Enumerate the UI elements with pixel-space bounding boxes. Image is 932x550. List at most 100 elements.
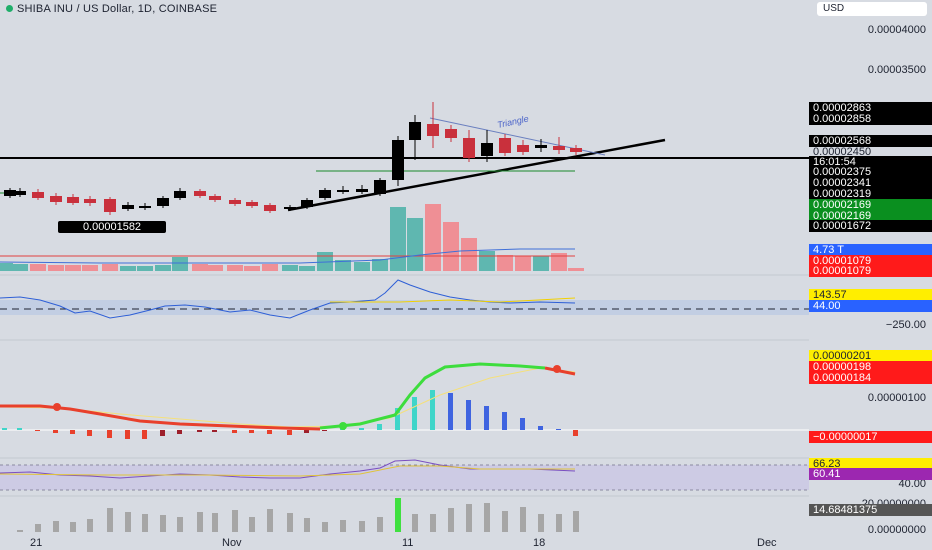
macd-label: 0.00000201: [809, 350, 932, 362]
bottom-hist-bar: [197, 512, 203, 532]
triangle-label: Triangle: [496, 114, 529, 130]
rsi-label: 60.41: [809, 468, 932, 480]
macd-histogram: [2, 390, 578, 439]
candle-up[interactable]: [392, 136, 404, 186]
macd-hist-bar: [107, 430, 112, 438]
volume-bar: [244, 266, 260, 271]
candle-down[interactable]: [463, 130, 475, 162]
candle-down[interactable]: [445, 125, 457, 142]
candle-up[interactable]: [4, 188, 16, 198]
volume-bar: [551, 253, 567, 271]
candle-down[interactable]: [104, 197, 116, 215]
macd-hist-bar: [53, 430, 58, 433]
candle-up[interactable]: [157, 196, 169, 208]
macd-hist-bar: [573, 430, 578, 436]
candle-down[interactable]: [570, 145, 582, 155]
candle-up[interactable]: [284, 205, 296, 211]
bottom-hist-bar: [267, 509, 273, 532]
candle-up[interactable]: [14, 188, 26, 197]
candle-down[interactable]: [50, 193, 62, 205]
price-scale[interactable]: 0.000040000.000035000.000024500.00001500…: [809, 0, 932, 550]
macd-hist-bar: [484, 406, 489, 430]
candle-up[interactable]: [374, 178, 386, 196]
macd-hist-bar: [448, 393, 453, 430]
candle-down[interactable]: [209, 194, 221, 202]
volume-bar: [120, 266, 136, 271]
symbol-title[interactable]: SHIBA INU / US Dollar, 1D, COINBASE: [6, 3, 217, 15]
candle-down[interactable]: [427, 102, 439, 148]
candle-up[interactable]: [481, 130, 493, 162]
bottom-hist-bar: [70, 522, 76, 532]
candle-up[interactable]: [174, 188, 186, 200]
candle-down[interactable]: [194, 189, 206, 198]
volume-bar: [515, 256, 531, 271]
candle-up[interactable]: [139, 203, 151, 210]
price-label: 16:01:54: [809, 156, 932, 168]
bottom-hist-bar: [232, 510, 238, 532]
volume-label: 4.73 T: [809, 244, 932, 256]
time-label: Dec: [757, 537, 777, 549]
volume-group: [0, 204, 584, 271]
time-label: Nov: [222, 537, 242, 549]
candle-down[interactable]: [246, 200, 258, 208]
price-label: 0.00002858: [809, 113, 932, 125]
volume-bar: [207, 265, 223, 271]
candle-up[interactable]: [337, 186, 349, 194]
macd-hist-bar: [87, 430, 92, 436]
rsi-ma-line: [0, 465, 575, 477]
bottom-hist-bar: [377, 517, 383, 532]
candle-up[interactable]: [122, 202, 134, 211]
price-tick: 0.00003500: [867, 64, 926, 76]
candle-up[interactable]: [319, 188, 331, 200]
candle-up[interactable]: [356, 185, 368, 194]
bottom-hist-bar: [484, 503, 490, 532]
volume-bar: [172, 257, 188, 271]
macd-signal-line: [0, 367, 576, 428]
cci-band: [0, 300, 809, 315]
bottom-hist-bar: [177, 517, 183, 532]
volume-bar: [497, 255, 513, 271]
candle-down[interactable]: [517, 140, 529, 155]
rsi-label: 66.23: [809, 458, 932, 470]
cci-signal: [330, 297, 576, 303]
volume-label: 0.00001079: [809, 255, 932, 267]
price-tick: −250.00: [885, 319, 926, 331]
candle-down[interactable]: [499, 134, 511, 156]
candle-up[interactable]: [301, 198, 313, 209]
volume-ma-blue: [0, 248, 575, 264]
bottom-hist-bar: [53, 521, 59, 532]
candle-down[interactable]: [264, 203, 276, 213]
macd-hist-bar: [466, 400, 471, 430]
volume-bar: [299, 266, 315, 271]
macd-hist-bar: [267, 430, 272, 434]
candle-down[interactable]: [229, 198, 241, 206]
volume-bar: [533, 256, 549, 271]
bottom-hist-bar: [304, 518, 310, 532]
price-label: 0.00002169: [809, 199, 932, 211]
candle-down[interactable]: [84, 196, 96, 206]
trend-line-rising[interactable]: [287, 138, 666, 212]
macd-hist-bar: [232, 430, 237, 433]
low-price-label: 0.00001582: [58, 221, 166, 233]
macd-hist-bar: [125, 430, 130, 439]
volume-bar: [155, 265, 171, 271]
macd-hist-bar: [377, 424, 382, 430]
volume-bar: [372, 259, 388, 271]
candle-down[interactable]: [32, 189, 44, 200]
candle-up[interactable]: [409, 115, 421, 160]
macd-label: −0.00000017: [809, 431, 932, 443]
volume-bar: [390, 207, 406, 271]
price-label: 0.00001672: [809, 220, 932, 232]
volume-bar: [461, 238, 477, 271]
candle-up[interactable]: [535, 139, 547, 152]
macd-hist-bar: [142, 430, 147, 439]
volume-bar: [568, 268, 584, 271]
macd-label: 0.00000198: [809, 361, 932, 373]
price-label: 0.00002450: [813, 146, 872, 158]
bottom-hist-bar: [249, 517, 255, 532]
bottom-hist-bar: [395, 498, 401, 532]
candle-down[interactable]: [553, 137, 565, 154]
candle-down[interactable]: [67, 194, 79, 205]
currency-selector[interactable]: USD: [817, 2, 927, 16]
